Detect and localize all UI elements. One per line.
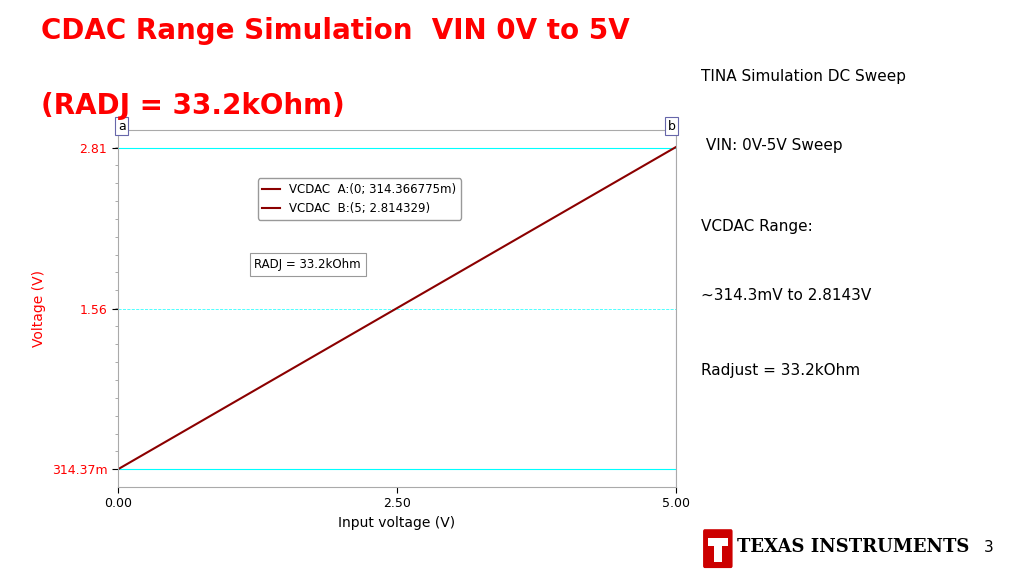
FancyBboxPatch shape [708, 538, 728, 547]
Text: RADJ = 33.2kOhm: RADJ = 33.2kOhm [255, 258, 361, 271]
Text: TEXAS INSTRUMENTS: TEXAS INSTRUMENTS [737, 538, 970, 556]
FancyBboxPatch shape [714, 538, 722, 562]
Text: VIN: 0V-5V Sweep: VIN: 0V-5V Sweep [701, 138, 843, 153]
Y-axis label: Voltage (V): Voltage (V) [32, 270, 46, 347]
FancyBboxPatch shape [703, 529, 732, 568]
Text: CDAC Range Simulation  VIN 0V to 5V: CDAC Range Simulation VIN 0V to 5V [41, 17, 630, 46]
Text: b: b [668, 120, 676, 132]
X-axis label: Input voltage (V): Input voltage (V) [338, 516, 456, 530]
Text: a: a [118, 120, 126, 132]
Text: (RADJ = 33.2kOhm): (RADJ = 33.2kOhm) [41, 92, 345, 120]
Text: ~314.3mV to 2.8143V: ~314.3mV to 2.8143V [701, 288, 871, 303]
Text: Radjust = 33.2kOhm: Radjust = 33.2kOhm [701, 363, 860, 378]
Legend: VCDAC  A:(0; 314.366775m), VCDAC  B:(5; 2.814329): VCDAC A:(0; 314.366775m), VCDAC B:(5; 2.… [258, 179, 462, 219]
Text: TINA Simulation DC Sweep: TINA Simulation DC Sweep [701, 69, 906, 84]
Text: 3: 3 [983, 540, 993, 555]
Text: VCDAC Range:: VCDAC Range: [701, 219, 813, 234]
